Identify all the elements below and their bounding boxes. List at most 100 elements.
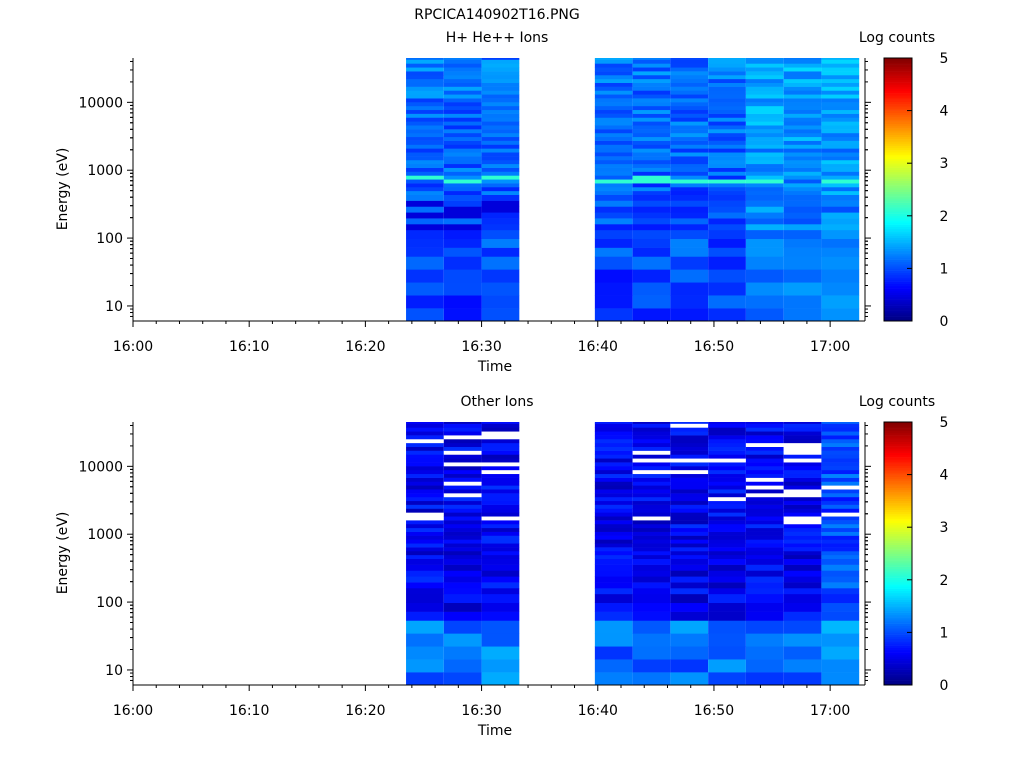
colorbar-segment (884, 185, 912, 188)
heatmap-cell (632, 67, 671, 72)
heatmap-cell (821, 593, 860, 604)
heatmap-cell (708, 435, 746, 440)
heatmap-cell (745, 423, 784, 428)
heatmap-cell (594, 256, 633, 270)
colorbar-segment (884, 316, 912, 320)
heatmap-cell (783, 59, 822, 64)
heatmap-cell (745, 593, 784, 604)
heatmap-cell (481, 308, 520, 322)
colorbar-segment (884, 428, 912, 432)
heatmap-cell (481, 611, 520, 621)
heatmap-cell (708, 477, 746, 482)
heatmap-cell (481, 63, 520, 68)
heatmap-cell (708, 427, 746, 432)
heatmap-cell (443, 63, 482, 68)
heatmap-cell (481, 67, 520, 72)
heatmap-cell (594, 67, 633, 72)
heatmap-cell (670, 576, 709, 583)
colorbar-segment (884, 119, 912, 122)
heatmap-cell (632, 508, 671, 513)
heatmap-cell (708, 462, 746, 467)
heatmap-cell (443, 156, 482, 161)
heatmap-cell (708, 113, 746, 118)
heatmap-cell (708, 109, 746, 114)
heatmap-cell (632, 224, 671, 231)
colorbar-segment (884, 99, 912, 103)
heatmap-cell (632, 493, 671, 498)
heatmap-cell (821, 212, 860, 219)
heatmap-cell (443, 132, 482, 138)
heatmap-cell (632, 485, 671, 490)
x-tick-label: 16:10 (229, 703, 269, 719)
colorbar-segment (884, 292, 912, 295)
heatmap-cell (783, 159, 822, 165)
colorbar-segment (884, 465, 912, 469)
heatmap-cell (708, 148, 746, 153)
heatmap-cell (821, 438, 860, 444)
heatmap-cell (783, 117, 822, 122)
heatmap-cell (632, 520, 671, 525)
heatmap-cell (594, 576, 633, 583)
heatmap-cell (443, 218, 482, 225)
heatmap-cell (708, 212, 746, 219)
heatmap-cell (594, 186, 633, 192)
heatmap-cell (594, 308, 633, 322)
heatmap-cell (406, 74, 444, 80)
heatmap-cell (745, 646, 784, 660)
heatmap-cell (745, 512, 784, 517)
heatmap-cell (594, 218, 633, 225)
colorbar-segment (884, 452, 912, 456)
heatmap-cell (670, 109, 709, 114)
colorbar-segment (884, 422, 912, 425)
heatmap-cell (745, 602, 784, 612)
heatmap-cell (745, 308, 784, 322)
heatmap-cell (708, 90, 746, 95)
x-axis-label: Time (477, 359, 512, 375)
heatmap-cell (670, 481, 709, 486)
heatmap-cell (708, 485, 746, 490)
heatmap-cell (443, 570, 482, 577)
heatmap-cell (708, 512, 746, 517)
heatmap-cell (406, 295, 444, 309)
heatmap-cell (632, 63, 671, 68)
heatmap-cell (481, 516, 520, 521)
heatmap-cell (708, 527, 746, 532)
heatmap-cell (821, 63, 860, 68)
heatmap-cell (594, 485, 633, 490)
heatmap-cell (443, 78, 482, 83)
heatmap-cell (745, 520, 784, 525)
heatmap-cell (670, 469, 709, 475)
heatmap-cell (670, 504, 709, 509)
heatmap-cell (406, 156, 444, 161)
heatmap-cell (783, 493, 822, 498)
heatmap-cell (745, 422, 784, 424)
heatmap-cell (821, 229, 860, 240)
heatmap-cell (708, 508, 746, 513)
heatmap-cell (594, 512, 633, 517)
heatmap-cell (406, 672, 444, 686)
heatmap-cell (632, 58, 671, 60)
heatmap-cell (594, 212, 633, 219)
colorbar-segment (884, 305, 912, 309)
heatmap-cell (594, 86, 633, 91)
heatmap-cell (783, 218, 822, 225)
y-tick-label: 10 (105, 299, 123, 315)
heatmap-cell (708, 547, 746, 552)
heatmap-cell (783, 593, 822, 604)
heatmap-cell (406, 543, 444, 548)
heatmap-cell (745, 229, 784, 240)
heatmap-cell (632, 282, 671, 296)
heatmap-cell (670, 59, 709, 64)
heatmap-cell (670, 493, 709, 498)
heatmap-cell (708, 450, 746, 455)
colorbar-segment (884, 577, 912, 581)
colorbar-segment (884, 180, 912, 184)
heatmap-cell (594, 74, 633, 80)
heatmap-cell (443, 527, 482, 532)
colorbar-segment (884, 424, 912, 427)
heatmap-cell (670, 620, 709, 634)
heatmap-cell (443, 200, 482, 207)
heatmap-cell (406, 493, 444, 498)
heatmap-cell (594, 163, 633, 168)
heatmap-cell (406, 531, 444, 536)
